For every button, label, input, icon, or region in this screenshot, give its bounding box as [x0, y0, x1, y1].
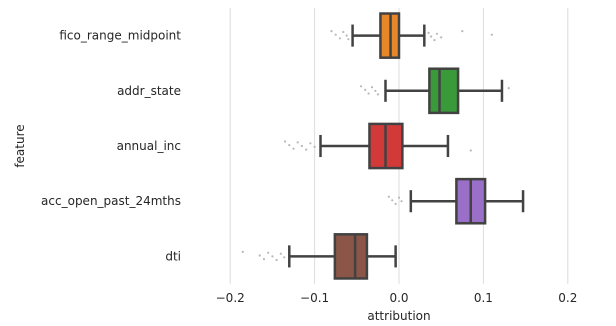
y-tick-label: fico_range_midpoint: [59, 29, 181, 43]
outlier-point: [435, 32, 439, 35]
boxes: [288, 12, 525, 280]
outlier-point: [397, 196, 401, 199]
y-tick-label: dti: [165, 249, 181, 263]
outlier-point: [400, 200, 403, 203]
outlier-point: [345, 34, 348, 37]
y-tick-label: addr_state: [117, 84, 181, 98]
outlier-point: [376, 93, 379, 96]
outlier-point: [391, 199, 394, 202]
outlier-point: [288, 144, 291, 147]
outlier-point: [394, 202, 397, 205]
outlier-point: [283, 140, 287, 143]
outlier-point: [347, 38, 350, 41]
outlier-point: [241, 250, 244, 253]
outlier-point: [313, 145, 316, 148]
outlier-point: [469, 149, 472, 152]
y-tick-labels: fico_range_midpoint addr_state annual_inca…: [41, 29, 181, 264]
box-dti: [288, 233, 397, 280]
outlier-point: [374, 89, 377, 92]
outlier-point: [334, 33, 337, 36]
outlier-point: [338, 37, 342, 40]
box-iqr: [333, 233, 369, 280]
outlier-point: [427, 31, 430, 34]
y-tick-label: acc_open_past_24mths: [41, 194, 181, 208]
outlier-point: [292, 147, 295, 150]
outlier-point: [370, 86, 374, 89]
outlier-point: [300, 144, 304, 148]
x-tick-label: 0.1: [474, 291, 493, 305]
x-tick-label: 0.2: [558, 291, 577, 305]
x-tick-label: −0.2: [216, 291, 245, 305]
outliers: [241, 30, 510, 262]
outlier-point: [387, 195, 390, 198]
outlier-point: [461, 30, 464, 33]
outlier-point: [262, 258, 266, 261]
x-tick-label: 0.0: [389, 291, 408, 305]
outlier-point: [367, 92, 370, 95]
box-iqr: [428, 67, 460, 115]
outlier-point: [283, 256, 286, 259]
outlier-point: [342, 30, 345, 34]
outlier-point: [429, 35, 433, 38]
outlier-point: [279, 252, 282, 255]
outlier-point: [490, 33, 493, 36]
box-addr-state: [384, 67, 504, 115]
outlier-point: [440, 36, 443, 39]
outlier-point: [364, 88, 367, 91]
outlier-point: [309, 142, 312, 145]
outlier-point: [433, 39, 436, 42]
x-axis-label: attribution: [367, 309, 430, 323]
y-tick-label: annual_inc: [117, 139, 181, 153]
outlier-point: [271, 255, 274, 258]
outlier-point: [330, 30, 333, 33]
outlier-point: [507, 87, 510, 90]
outlier-point: [275, 258, 278, 262]
outlier-point: [267, 251, 270, 254]
outlier-point: [258, 254, 261, 257]
box-acc-open-past-24mths: [409, 177, 525, 225]
outlier-point: [296, 141, 299, 144]
box-fico-range-midpoint: [351, 12, 426, 59]
y-axis-label: feature: [13, 124, 27, 167]
x-tick-labels: −0.2 −0.1 0.0 0.1 0.2: [216, 291, 578, 305]
box-annual-inc: [319, 122, 450, 170]
outlier-point: [359, 85, 363, 88]
outlier-point: [305, 148, 308, 151]
x-tick-label: −0.1: [300, 291, 329, 305]
